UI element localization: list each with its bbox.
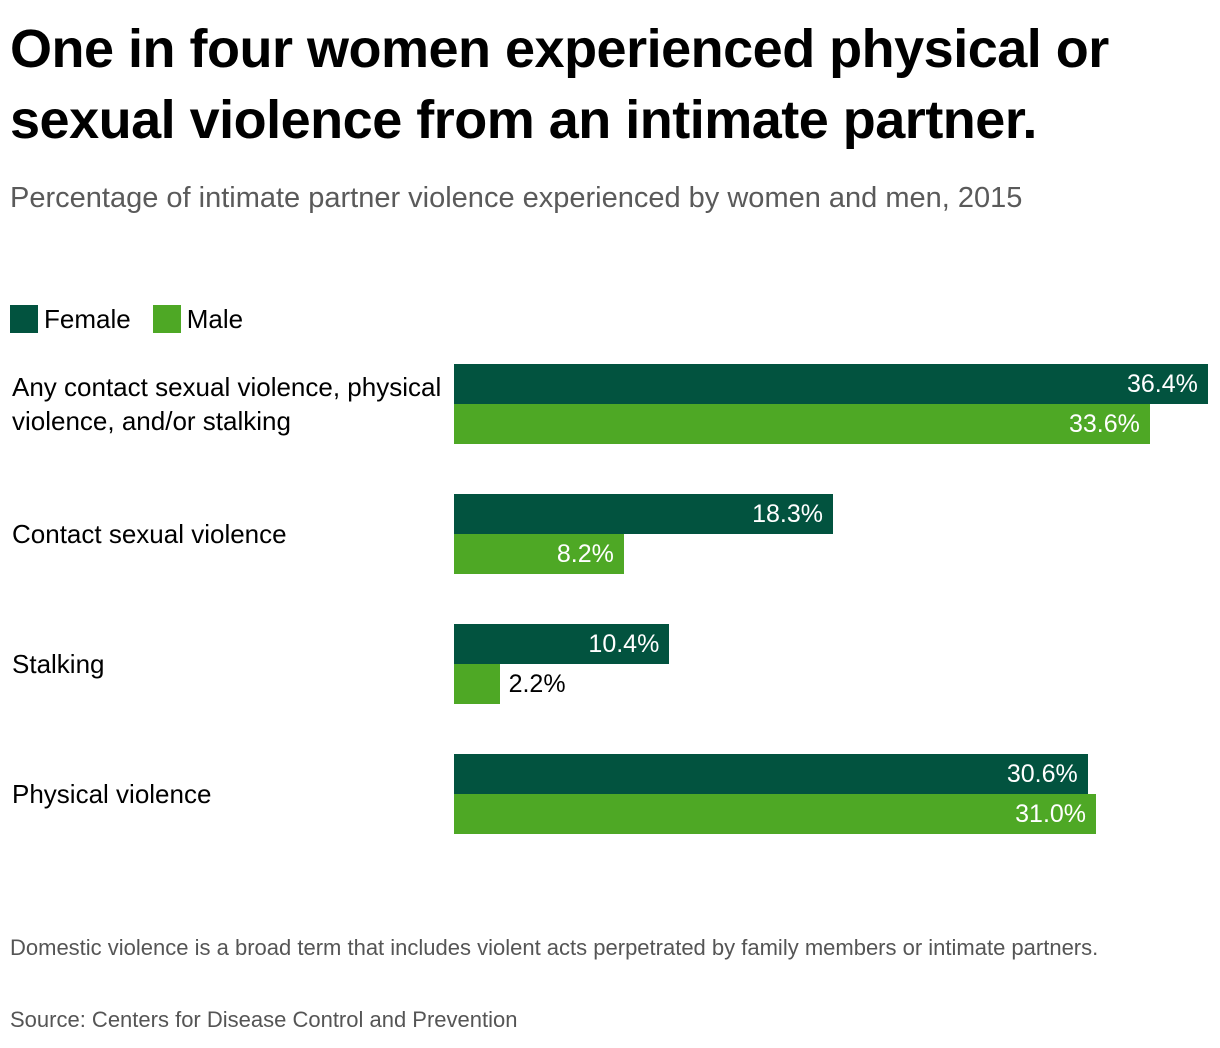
bar-male bbox=[454, 404, 1150, 444]
legend-swatch-female bbox=[10, 305, 38, 333]
bar-male bbox=[454, 664, 500, 704]
legend-item-female: Female bbox=[10, 304, 131, 334]
chart-subtitle: Percentage of intimate partner violence … bbox=[10, 182, 1023, 214]
data-label-female: 18.3% bbox=[752, 500, 823, 528]
category-label: Contact sexual violence bbox=[12, 519, 287, 549]
source-note: Source: Centers for Disease Control and … bbox=[10, 1007, 518, 1032]
footnote: Domestic violence is a broad term that i… bbox=[10, 935, 1099, 960]
category-label: Physical violence bbox=[12, 779, 212, 809]
legend-swatch-male bbox=[152, 305, 181, 333]
data-label-male: 8.2% bbox=[556, 540, 614, 568]
chart-title: One in four women experienced physical o… bbox=[10, 19, 1109, 150]
legend-label-female: Female bbox=[44, 304, 131, 334]
data-label-male: 31.0% bbox=[1015, 800, 1087, 828]
legend: Female Male bbox=[10, 304, 265, 334]
bar-male bbox=[454, 794, 1097, 834]
bar-male bbox=[454, 534, 624, 574]
bar-female bbox=[454, 364, 1208, 404]
bar-female bbox=[454, 624, 670, 664]
category-label: Any contact sexual violence, physical vi… bbox=[12, 372, 442, 436]
bar-female bbox=[454, 754, 1088, 794]
legend-item-male: Male bbox=[152, 304, 244, 334]
data-label-female: 30.6% bbox=[1006, 760, 1078, 788]
data-label-female: 10.4% bbox=[588, 630, 660, 658]
data-label-female: 36.4% bbox=[1127, 370, 1198, 398]
bar-female bbox=[454, 494, 834, 534]
category-label: Stalking bbox=[12, 649, 105, 679]
data-label-male: 33.6% bbox=[1069, 410, 1140, 438]
legend-label-male: Male bbox=[186, 304, 244, 334]
data-label-male: 2.2% bbox=[508, 670, 566, 698]
